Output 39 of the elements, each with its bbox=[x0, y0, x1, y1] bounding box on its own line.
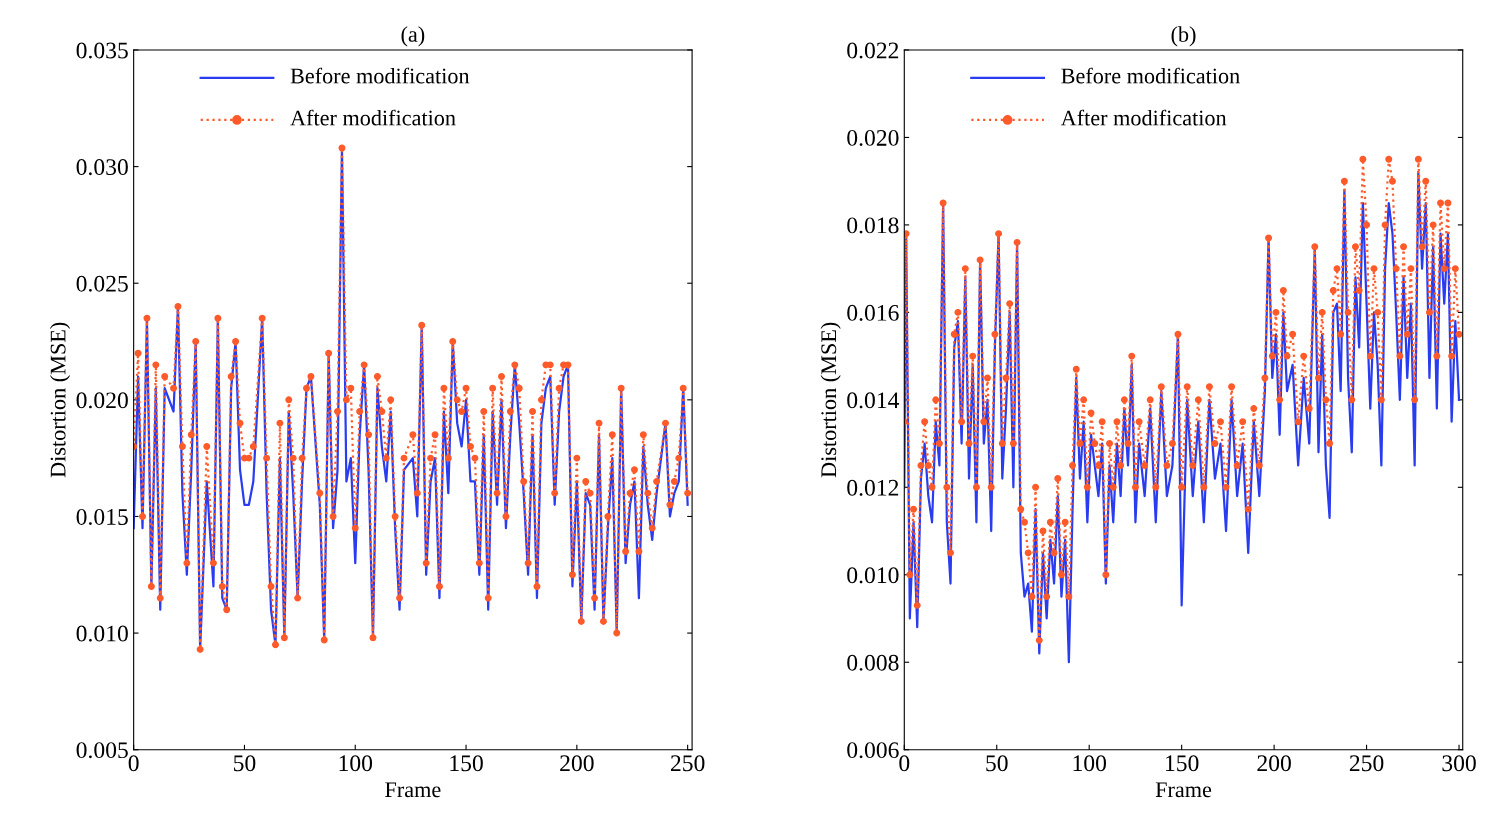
x-tick-label: 200 bbox=[560, 755, 594, 772]
y-tick-label: 0.020 bbox=[76, 392, 128, 409]
y-tick-label: 0.030 bbox=[76, 159, 128, 176]
x-tick-label: 300 bbox=[1442, 755, 1476, 772]
y-axis-title: Distortion (MSE) bbox=[820, 322, 841, 478]
y-tick-label: 0.010 bbox=[76, 625, 128, 642]
x-tick-label: 100 bbox=[1073, 755, 1107, 772]
x-tick-label: 100 bbox=[339, 755, 373, 772]
legend-label: Before modification bbox=[1061, 67, 1240, 84]
legend-label: After modification bbox=[290, 109, 456, 126]
y-tick-label: 0.008 bbox=[847, 654, 899, 671]
y-tick-label: 0.016 bbox=[847, 304, 899, 321]
y-tick-label: 0.022 bbox=[847, 42, 899, 59]
y-tick-label: 0.018 bbox=[847, 217, 899, 234]
x-tick-label: 150 bbox=[1166, 755, 1199, 772]
x-tick-label: 50 bbox=[234, 755, 256, 772]
x-tick-label: 250 bbox=[1349, 755, 1384, 772]
chart-title: (b) bbox=[1171, 26, 1196, 47]
x-tick-label: 0 bbox=[128, 755, 139, 772]
x-tick-label: 200 bbox=[1257, 755, 1291, 772]
y-tick-label: 0.012 bbox=[847, 479, 899, 496]
x-tick-label: 50 bbox=[986, 755, 1008, 772]
y-tick-label: 0.015 bbox=[76, 508, 128, 525]
x-tick-label: 250 bbox=[670, 755, 705, 772]
y-tick-label: 0.035 bbox=[76, 42, 128, 59]
legend-label: After modification bbox=[1060, 109, 1227, 126]
y-tick-label: 0.006 bbox=[847, 742, 899, 759]
y-axis-title: Distortion (MSE) bbox=[49, 322, 71, 478]
y-tick-label: 0.010 bbox=[847, 567, 899, 584]
chart-title: (a) bbox=[401, 26, 425, 47]
y-tick-label: 0.020 bbox=[847, 129, 899, 146]
x-axis-title: Frame bbox=[1155, 782, 1212, 798]
legend-label: Before modification bbox=[290, 67, 470, 84]
x-axis-title: Frame bbox=[385, 782, 441, 798]
y-tick-label: 0.025 bbox=[76, 275, 128, 292]
x-tick-label: 150 bbox=[450, 755, 483, 772]
x-tick-label: 0 bbox=[899, 755, 910, 772]
y-tick-label: 0.005 bbox=[76, 742, 128, 759]
y-tick-label: 0.014 bbox=[847, 392, 900, 409]
